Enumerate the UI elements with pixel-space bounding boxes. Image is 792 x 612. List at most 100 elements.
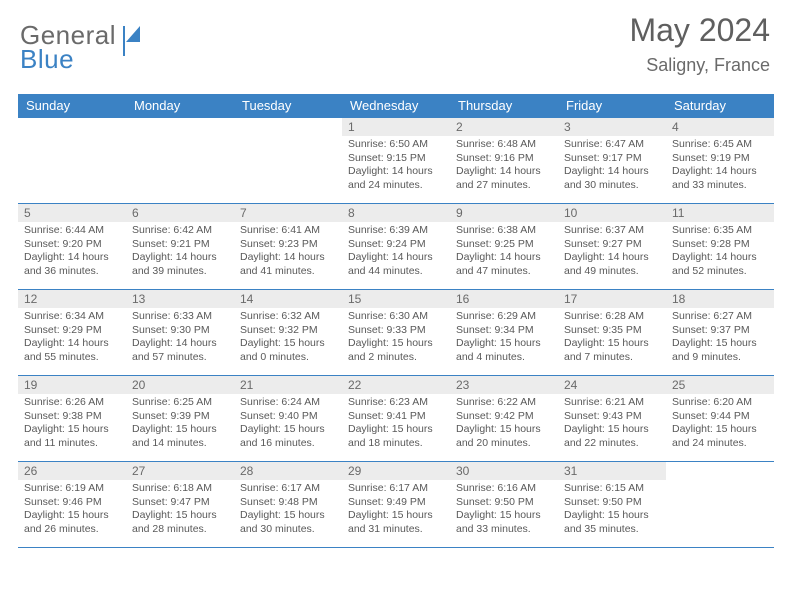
day-body: Sunrise: 6:42 AMSunset: 9:21 PMDaylight:… (126, 222, 234, 283)
sunrise-line: Sunrise: 6:50 AM (348, 138, 428, 150)
day-body: Sunrise: 6:39 AMSunset: 9:24 PMDaylight:… (342, 222, 450, 283)
day-number: 21 (234, 376, 342, 394)
sunrise-line: Sunrise: 6:21 AM (564, 396, 644, 408)
day-body: Sunrise: 6:15 AMSunset: 9:50 PMDaylight:… (558, 480, 666, 541)
day-number: 10 (558, 204, 666, 222)
sunrise-line: Sunrise: 6:32 AM (240, 310, 320, 322)
sunset-line: Sunset: 9:50 PM (456, 496, 534, 508)
calendar-cell: 16Sunrise: 6:29 AMSunset: 9:34 PMDayligh… (450, 290, 558, 376)
day-body: Sunrise: 6:38 AMSunset: 9:25 PMDaylight:… (450, 222, 558, 283)
calendar-cell: 31Sunrise: 6:15 AMSunset: 9:50 PMDayligh… (558, 462, 666, 548)
sunrise-line: Sunrise: 6:38 AM (456, 224, 536, 236)
calendar-week-row: 5Sunrise: 6:44 AMSunset: 9:20 PMDaylight… (18, 204, 774, 290)
day-body: Sunrise: 6:30 AMSunset: 9:33 PMDaylight:… (342, 308, 450, 369)
sunset-line: Sunset: 9:17 PM (564, 152, 642, 164)
day-number (234, 118, 342, 136)
sunset-line: Sunset: 9:46 PM (24, 496, 102, 508)
daylight-line: Daylight: 15 hours and 30 minutes. (240, 509, 325, 535)
sunrise-line: Sunrise: 6:39 AM (348, 224, 428, 236)
sunrise-line: Sunrise: 6:18 AM (132, 482, 212, 494)
calendar-cell (18, 118, 126, 204)
calendar-cell: 22Sunrise: 6:23 AMSunset: 9:41 PMDayligh… (342, 376, 450, 462)
day-number: 16 (450, 290, 558, 308)
page-root: General May 2024 Saligny, France Blue Su… (0, 0, 792, 612)
daylight-line: Daylight: 14 hours and 55 minutes. (24, 337, 109, 363)
day-body: Sunrise: 6:25 AMSunset: 9:39 PMDaylight:… (126, 394, 234, 455)
calendar-cell: 6Sunrise: 6:42 AMSunset: 9:21 PMDaylight… (126, 204, 234, 290)
weekday-header: Saturday (666, 94, 774, 118)
sunset-line: Sunset: 9:15 PM (348, 152, 426, 164)
sunrise-line: Sunrise: 6:17 AM (348, 482, 428, 494)
calendar-cell: 1 Sunrise: 6:50 AM Sunset: 9:15 PMDaylight… (342, 118, 450, 204)
sunrise-line: Sunrise: 6:28 AM (564, 310, 644, 322)
day-body: Sunrise: 6:19 AMSunset: 9:46 PMDaylight:… (18, 480, 126, 541)
calendar-week-row: 12Sunrise: 6:34 AMSunset: 9:29 PMDayligh… (18, 290, 774, 376)
brand-triangle-icon (126, 26, 140, 42)
sunset-line: Sunset: 9:20 PM (24, 238, 102, 250)
day-number: 2 (450, 118, 558, 136)
sunrise-line: Sunrise: 6:15 AM (564, 482, 644, 494)
weekday-header: Monday (126, 94, 234, 118)
daylight-line: Daylight: 14 hours and 41 minutes. (240, 251, 325, 277)
sunset-line: Sunset: 9:16 PM (456, 152, 534, 164)
daylight-line: Daylight: 14 hours and 27 minutes. (456, 165, 541, 191)
calendar-cell: 13Sunrise: 6:33 AMSunset: 9:30 PMDayligh… (126, 290, 234, 376)
day-number: 15 (342, 290, 450, 308)
day-body: Sunrise: 6:41 AMSunset: 9:23 PMDaylight:… (234, 222, 342, 283)
day-body: Sunrise: 6:48 AMSunset: 9:16 PMDaylight:… (450, 136, 558, 197)
day-number (18, 118, 126, 136)
sunrise-line: Sunrise: 6:17 AM (240, 482, 320, 494)
calendar-cell: 25Sunrise: 6:20 AMSunset: 9:44 PMDayligh… (666, 376, 774, 462)
day-body: Sunrise: 6:37 AMSunset: 9:27 PMDaylight:… (558, 222, 666, 283)
calendar-week-row: 1Sunrise: 6:50 AMSunset: 9:15 PMDaylight… (18, 118, 774, 204)
calendar-cell: 9Sunrise: 6:38 AMSunset: 9:25 PMDaylight… (450, 204, 558, 290)
daylight-line: Daylight: 15 hours and 11 minutes. (24, 423, 109, 449)
weekday-header: Sunday (18, 94, 126, 118)
daylight-line: Daylight: 14 hours and 57 minutes. (132, 337, 217, 363)
day-number: 23 (450, 376, 558, 394)
weekday-header: Friday (558, 94, 666, 118)
sunset-line: Sunset: 9:38 PM (24, 410, 102, 422)
sunset-line: Sunset: 9:41 PM (348, 410, 426, 422)
page-header: General May 2024 Saligny, France (18, 12, 774, 94)
calendar-cell: 15Sunrise: 6:30 AMSunset: 9:33 PMDayligh… (342, 290, 450, 376)
sunrise-line: Sunrise: 6:22 AM (456, 396, 536, 408)
day-body: Sunrise: 6:29 AMSunset: 9:34 PMDaylight:… (450, 308, 558, 369)
sunrise-line: Sunrise: 6:29 AM (456, 310, 536, 322)
sunset-line: Sunset: 9:43 PM (564, 410, 642, 422)
day-number: 5 (18, 204, 126, 222)
daylight-line: Daylight: 15 hours and 24 minutes. (672, 423, 757, 449)
daylight-line: Daylight: 14 hours and 24 minutes. (348, 165, 433, 191)
sunrise-line: Sunrise: 6:41 AM (240, 224, 320, 236)
day-body: Sunrise: 6:18 AMSunset: 9:47 PMDaylight:… (126, 480, 234, 541)
daylight-line: Daylight: 15 hours and 35 minutes. (564, 509, 649, 535)
daylight-line: Daylight: 14 hours and 52 minutes. (672, 251, 757, 277)
daylight-line: Daylight: 14 hours and 36 minutes. (24, 251, 109, 277)
day-number: 1 (342, 118, 450, 136)
daylight-line: Daylight: 15 hours and 16 minutes. (240, 423, 325, 449)
daylight-line: Daylight: 14 hours and 49 minutes. (564, 251, 649, 277)
daylight-line: Daylight: 15 hours and 20 minutes. (456, 423, 541, 449)
day-number: 19 (18, 376, 126, 394)
sunset-line: Sunset: 9:48 PM (240, 496, 318, 508)
calendar-cell: 30Sunrise: 6:16 AMSunset: 9:50 PMDayligh… (450, 462, 558, 548)
day-number: 22 (342, 376, 450, 394)
sunrise-line: Sunrise: 6:24 AM (240, 396, 320, 408)
calendar-table: SundayMondayTuesdayWednesdayThursdayFrid… (18, 94, 774, 548)
daylight-line: Daylight: 14 hours and 39 minutes. (132, 251, 217, 277)
sunrise-line: Sunrise: 6:20 AM (672, 396, 752, 408)
daylight-line: Daylight: 15 hours and 33 minutes. (456, 509, 541, 535)
daylight-line: Daylight: 14 hours and 33 minutes. (672, 165, 757, 191)
calendar-cell: 7Sunrise: 6:41 AMSunset: 9:23 PMDaylight… (234, 204, 342, 290)
sunset-line: Sunset: 9:30 PM (132, 324, 210, 336)
calendar-cell: 8Sunrise: 6:39 AMSunset: 9:24 PMDaylight… (342, 204, 450, 290)
day-body: Sunrise: 6:23 AMSunset: 9:41 PMDaylight:… (342, 394, 450, 455)
calendar-cell: 11Sunrise: 6:35 AMSunset: 9:28 PMDayligh… (666, 204, 774, 290)
weekday-header: Wednesday (342, 94, 450, 118)
day-number: 29 (342, 462, 450, 480)
day-number: 17 (558, 290, 666, 308)
daylight-line: Daylight: 15 hours and 28 minutes. (132, 509, 217, 535)
day-number (126, 118, 234, 136)
day-body: Sunrise: 6:28 AMSunset: 9:35 PMDaylight:… (558, 308, 666, 369)
sunset-line: Sunset: 9:33 PM (348, 324, 426, 336)
